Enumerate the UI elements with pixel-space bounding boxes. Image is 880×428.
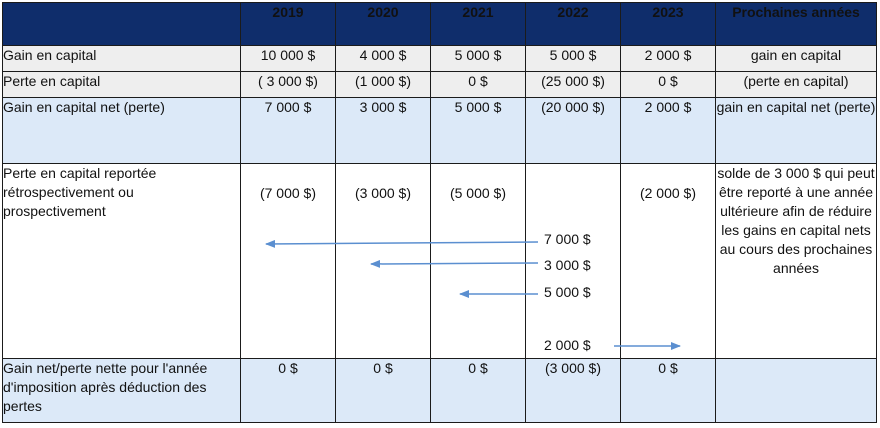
net-result-2019: 0 $ [240,358,336,423]
header-blank-cell [2,2,241,46]
header-2020: 2020 [335,2,431,46]
row-label-loss-carryover: Perte en capital reportée rétrospectivem… [2,163,241,359]
loss-carryover-2022 [525,163,621,359]
loss-carryover-2021: (5 000 $) [430,163,526,359]
header-row: 2019 2020 2021 2022 2023 Prochaines anné… [2,2,877,46]
capital-gain-2020: 4 000 $ [335,45,431,72]
net-capital-gain-2019: 7 000 $ [240,97,336,164]
net-result-2022: (3 000 $) [525,358,621,423]
row-label-capital-loss: Perte en capital [2,71,241,98]
loss-carryover-2019: (7 000 $) [240,163,336,359]
capital-gain-future: gain en capital [715,45,877,72]
loss-carryover-row: Perte en capital reportée rétrospectivem… [2,163,877,359]
loss-carryover-2020: (3 000 $) [335,163,431,359]
net-result-2021: 0 $ [430,358,526,423]
net-capital-gain-2020: 3 000 $ [335,97,431,164]
capital-loss-future: (perte en capital) [715,71,877,98]
net-capital-gain-2023: 2 000 $ [620,97,716,164]
header-2023: 2023 [620,2,716,46]
row-label-capital-gain: Gain en capital [2,45,241,72]
header-future-years: Prochaines années [715,2,877,46]
capital-loss-2019: ( 3 000 $) [240,71,336,98]
header-2021: 2021 [430,2,526,46]
capital-loss-2023: 0 $ [620,71,716,98]
row-label-net-capital-gain: Gain en capital net (perte) [2,97,241,164]
capital-loss-2021: 0 $ [430,71,526,98]
loss-carryover-2023: (2 000 $) [620,163,716,359]
header-2022: 2022 [525,2,621,46]
applied-amount-to-2020: 3 000 $ [544,257,591,273]
applied-amount-to-2021: 5 000 $ [544,284,591,300]
net-result-row: Gain net/perte nette pour l'année d'impo… [2,358,877,423]
net-result-2020: 0 $ [335,358,431,423]
net-capital-gain-2021: 5 000 $ [430,97,526,164]
capital-loss-2020: (1 000 $) [335,71,431,98]
capital-gain-2023: 2 000 $ [620,45,716,72]
applied-amount-to-2019: 7 000 $ [544,231,591,247]
header-2019: 2019 [240,2,336,46]
net-capital-gain-row: Gain en capital net (perte) 7 000 $ 3 00… [2,97,877,164]
net-result-2023: 0 $ [620,358,716,423]
capital-loss-row: Perte en capital ( 3 000 $) (1 000 $) 0 … [2,71,877,98]
applied-amount-to-2023: 2 000 $ [544,337,591,353]
capital-gains-table: 2019 2020 2021 2022 2023 Prochaines anné… [2,2,877,423]
net-result-future [715,358,877,423]
capital-gain-2022: 5 000 $ [525,45,621,72]
capital-loss-2022: (25 000 $) [525,71,621,98]
net-capital-gain-2022: (20 000 $) [525,97,621,164]
capital-gain-2021: 5 000 $ [430,45,526,72]
capital-gain-2019: 10 000 $ [240,45,336,72]
loss-carryover-future-note: solde de 3 000 $ qui peut être reporté à… [715,163,877,359]
net-capital-gain-future: gain en capital net (perte) [715,97,877,164]
row-label-net-result: Gain net/perte nette pour l'année d'impo… [2,358,241,423]
capital-gain-row: Gain en capital 10 000 $ 4 000 $ 5 000 $… [2,45,877,72]
